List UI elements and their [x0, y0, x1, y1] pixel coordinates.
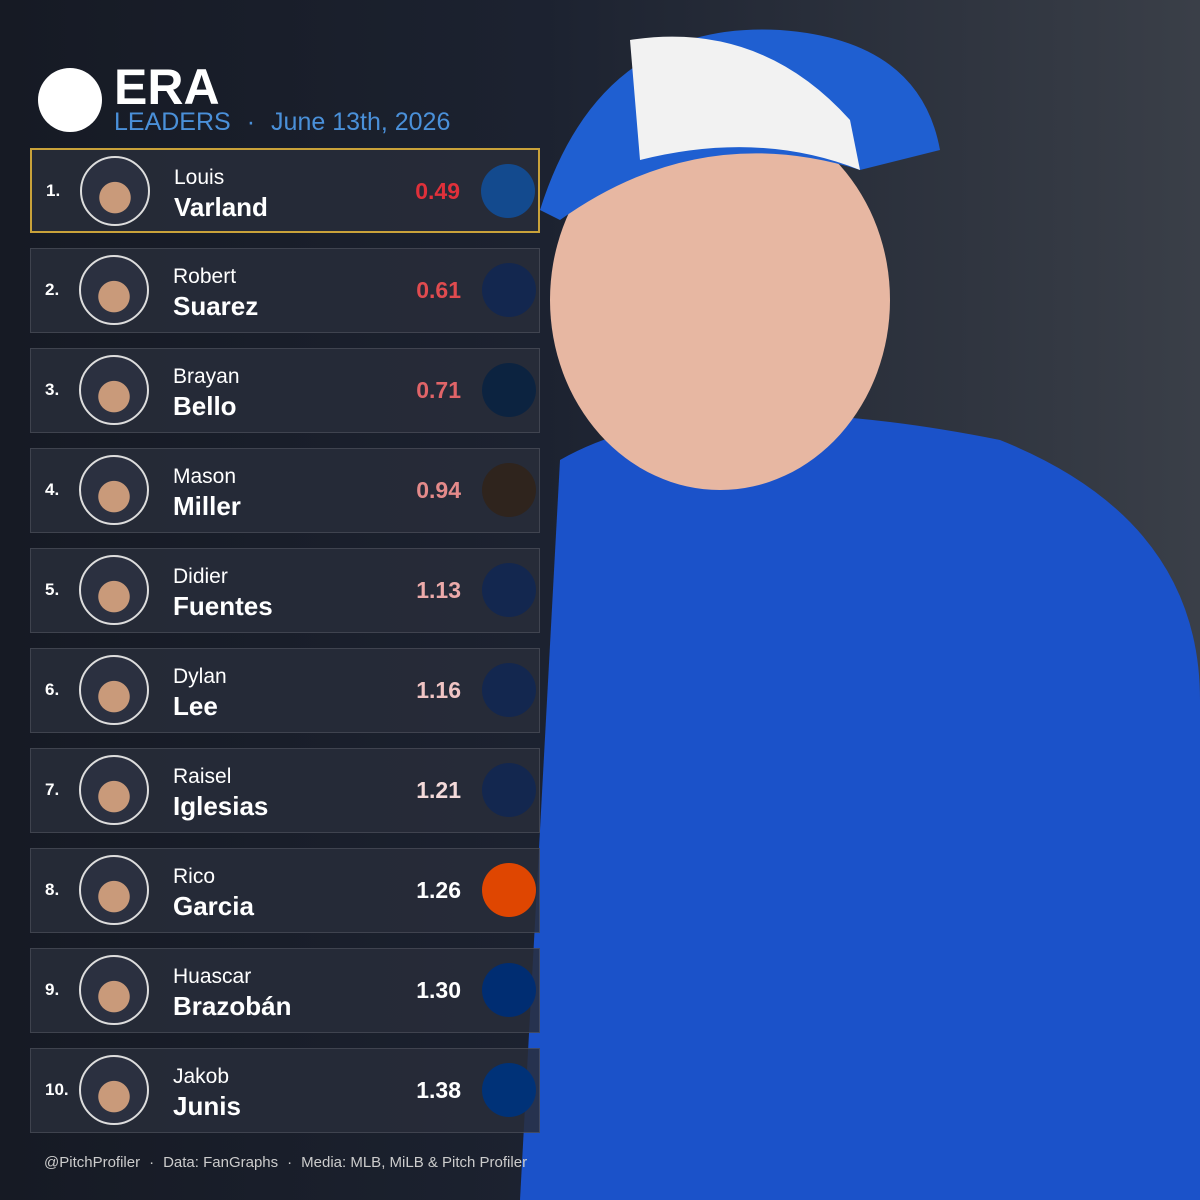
first-name: Raisel — [173, 765, 232, 788]
first-name: Mason — [173, 465, 237, 488]
subtitle-text: LEADERS — [114, 108, 231, 136]
footer: @PitchProfiler · Data: FanGraphs · Media: ML… — [44, 1154, 536, 1171]
separator: · — [287, 1154, 293, 1171]
last-name: Bello — [173, 391, 237, 421]
rank: 10. — [45, 1080, 69, 1099]
headshot — [80, 156, 150, 226]
headshot — [79, 955, 149, 1025]
last-name: Suarez — [173, 291, 259, 321]
era-value: 0.71 — [416, 377, 461, 403]
team-logo — [482, 863, 536, 917]
leader-row: 5. Didier Fuentes 1.13 — [30, 548, 540, 633]
footer-item: Media: MLB, MiLB & Pitch Profiler — [301, 1154, 528, 1171]
headshot — [79, 1055, 149, 1125]
first-name: Huascar — [173, 965, 252, 988]
headshot — [79, 755, 149, 825]
team-logo — [482, 663, 536, 717]
rank: 6. — [45, 680, 60, 699]
first-name: Rico — [173, 865, 216, 888]
rank: 3. — [45, 380, 60, 399]
footer-item: @PitchProfiler — [44, 1154, 141, 1171]
team-logo — [482, 563, 536, 617]
date: June 13th, 2026 — [271, 108, 451, 136]
team-logo — [482, 763, 536, 817]
leader-row: 10. Jakob Junis 1.38 — [30, 1048, 540, 1133]
rank: 5. — [45, 580, 60, 599]
headshot — [79, 355, 149, 425]
first-name: Dylan — [173, 665, 227, 688]
last-name: Varland — [174, 192, 268, 222]
first-name: Louis — [174, 166, 225, 189]
last-name: Iglesias — [173, 791, 269, 821]
brand-logo — [38, 68, 102, 132]
era-value: 1.13 — [416, 577, 461, 603]
headshot — [79, 255, 149, 325]
rank: 9. — [45, 980, 60, 999]
era-value: 1.21 — [416, 777, 461, 803]
separator: · — [149, 1154, 155, 1171]
team-logo — [482, 463, 536, 517]
leader-row: 6. Dylan Lee 1.16 — [30, 648, 540, 733]
rank: 1. — [46, 181, 61, 200]
leader-row: 1. Louis Varland 0.49 — [30, 148, 540, 233]
leader-row: 9. Huascar Brazobán 1.30 — [30, 948, 540, 1033]
last-name: Fuentes — [173, 591, 273, 621]
first-name: Jakob — [173, 1065, 230, 1088]
team-logo — [481, 164, 535, 218]
headshot — [79, 655, 149, 725]
team-logo — [482, 963, 536, 1017]
headshot — [79, 555, 149, 625]
headshot — [79, 855, 149, 925]
last-name: Lee — [173, 691, 218, 721]
era-value: 1.38 — [416, 1077, 461, 1103]
last-name: Brazobán — [173, 991, 292, 1021]
first-name: Didier — [173, 565, 228, 588]
team-logo — [482, 363, 536, 417]
team-logo — [482, 1063, 536, 1117]
first-name: Robert — [173, 265, 237, 288]
era-value: 1.30 — [416, 977, 461, 1003]
last-name: Miller — [173, 491, 241, 521]
era-value: 0.61 — [416, 277, 461, 303]
team-logo — [482, 263, 536, 317]
first-name: Brayan — [173, 365, 240, 388]
rank: 4. — [45, 480, 60, 499]
rank: 8. — [45, 880, 60, 899]
title: ERA — [114, 59, 220, 115]
subtitle: LEADERS · June 13th, 2026 — [114, 108, 466, 137]
leader-row: 3. Brayan Bello 0.71 — [30, 348, 540, 433]
headshot — [79, 455, 149, 525]
leader-row: 8. Rico Garcia 1.26 — [30, 848, 540, 933]
separator: · — [246, 108, 256, 136]
last-name: Garcia — [173, 891, 254, 921]
rank: 2. — [45, 280, 60, 299]
leader-row: 2. Robert Suarez 0.61 — [30, 248, 540, 333]
footer-item: Data: FanGraphs — [163, 1154, 279, 1171]
rank: 7. — [45, 780, 60, 799]
last-name: Junis — [173, 1091, 241, 1121]
era-value: 1.26 — [416, 877, 461, 903]
era-value: 1.16 — [416, 677, 461, 703]
leader-row: 7. Raisel Iglesias 1.21 — [30, 748, 540, 833]
leader-row: 4. Mason Miller 0.94 — [30, 448, 540, 533]
era-value: 0.49 — [415, 178, 460, 204]
era-value: 0.94 — [416, 477, 461, 503]
